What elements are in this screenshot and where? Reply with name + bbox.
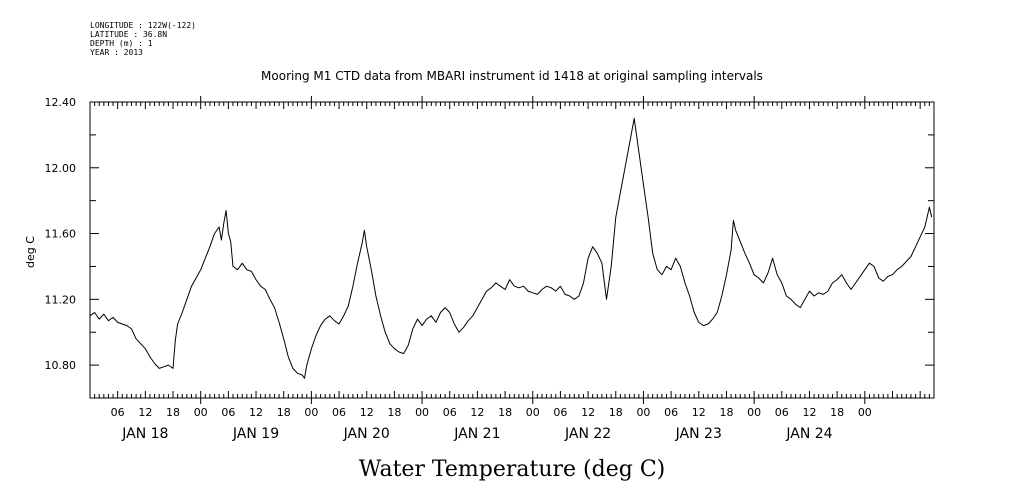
x-hour-label: 12 bbox=[138, 406, 152, 419]
x-hour-label: 18 bbox=[719, 406, 733, 419]
x-hour-label: 00 bbox=[858, 406, 872, 419]
y-tick-label: 11.60 bbox=[45, 228, 77, 241]
metadata-block: LONGITUDE : 122W(-122) LATITUDE : 36.8N … bbox=[90, 21, 196, 57]
x-hour-label: 00 bbox=[415, 406, 429, 419]
meta-longitude: LONGITUDE : 122W(-122) bbox=[90, 21, 196, 30]
x-hour-label: 18 bbox=[166, 406, 180, 419]
x-hour-label: 12 bbox=[360, 406, 374, 419]
x-day-label: JAN 20 bbox=[343, 426, 390, 442]
x-hour-label: 00 bbox=[304, 406, 318, 419]
x-hour-label: 06 bbox=[553, 406, 567, 419]
x-hour-label: 06 bbox=[221, 406, 235, 419]
y-tick-label: 11.20 bbox=[45, 293, 77, 306]
x-hour-label: 18 bbox=[277, 406, 291, 419]
meta-depth: DEPTH (m) : 1 bbox=[90, 39, 153, 48]
y-tick-label: 10.80 bbox=[45, 359, 77, 372]
y-axis-label: deg C bbox=[24, 236, 37, 268]
x-hour-label: 12 bbox=[249, 406, 263, 419]
y-tick-label: 12.40 bbox=[45, 96, 77, 109]
series-group bbox=[89, 117, 933, 379]
y-axis-ticks: 10.80 11.20 11.60 12.00 12.40 bbox=[45, 96, 934, 399]
meta-year: YEAR : 2013 bbox=[90, 48, 143, 57]
x-hour-label: 18 bbox=[387, 406, 401, 419]
x-hour-label: 12 bbox=[692, 406, 706, 419]
x-day-label: JAN 18 bbox=[121, 426, 168, 442]
x-hour-label: 06 bbox=[332, 406, 346, 419]
x-hour-label: 12 bbox=[802, 406, 816, 419]
plot-frame bbox=[89, 101, 935, 399]
x-hour-label: 06 bbox=[664, 406, 678, 419]
x-hour-label: 18 bbox=[609, 406, 623, 419]
x-hour-label: 18 bbox=[498, 406, 512, 419]
x-day-label: JAN 21 bbox=[453, 426, 500, 442]
x-day-label: JAN 23 bbox=[675, 426, 722, 442]
x-hour-label: 18 bbox=[830, 406, 844, 419]
x-axis-label: Water Temperature (deg C) bbox=[359, 457, 666, 482]
x-hour-label: 00 bbox=[526, 406, 540, 419]
x-hour-label: 12 bbox=[470, 406, 484, 419]
chart-title: Mooring M1 CTD data from MBARI instrumen… bbox=[261, 69, 763, 83]
x-day-label: JAN 22 bbox=[564, 426, 611, 442]
plot-border bbox=[89, 101, 935, 399]
x-hour-label: 00 bbox=[194, 406, 208, 419]
x-hour-label: 00 bbox=[747, 406, 761, 419]
y-tick-label: 12.00 bbox=[45, 162, 77, 175]
series-line-0 bbox=[89, 117, 933, 379]
x-day-label: JAN 19 bbox=[232, 426, 279, 442]
x-axis-ticks: 06 12 18 00 06 12 18 00 06 12 18 00 06 12 18 00 06 12 18 00… bbox=[89, 96, 935, 442]
x-hour-label: 06 bbox=[111, 406, 125, 419]
x-day-label: JAN 24 bbox=[785, 426, 832, 442]
x-hour-label: 06 bbox=[443, 406, 457, 419]
x-hour-label: 00 bbox=[636, 406, 650, 419]
x-hour-label: 06 bbox=[775, 406, 789, 419]
meta-latitude: LATITUDE : 36.8N bbox=[90, 30, 168, 39]
x-hour-label: 12 bbox=[581, 406, 595, 419]
